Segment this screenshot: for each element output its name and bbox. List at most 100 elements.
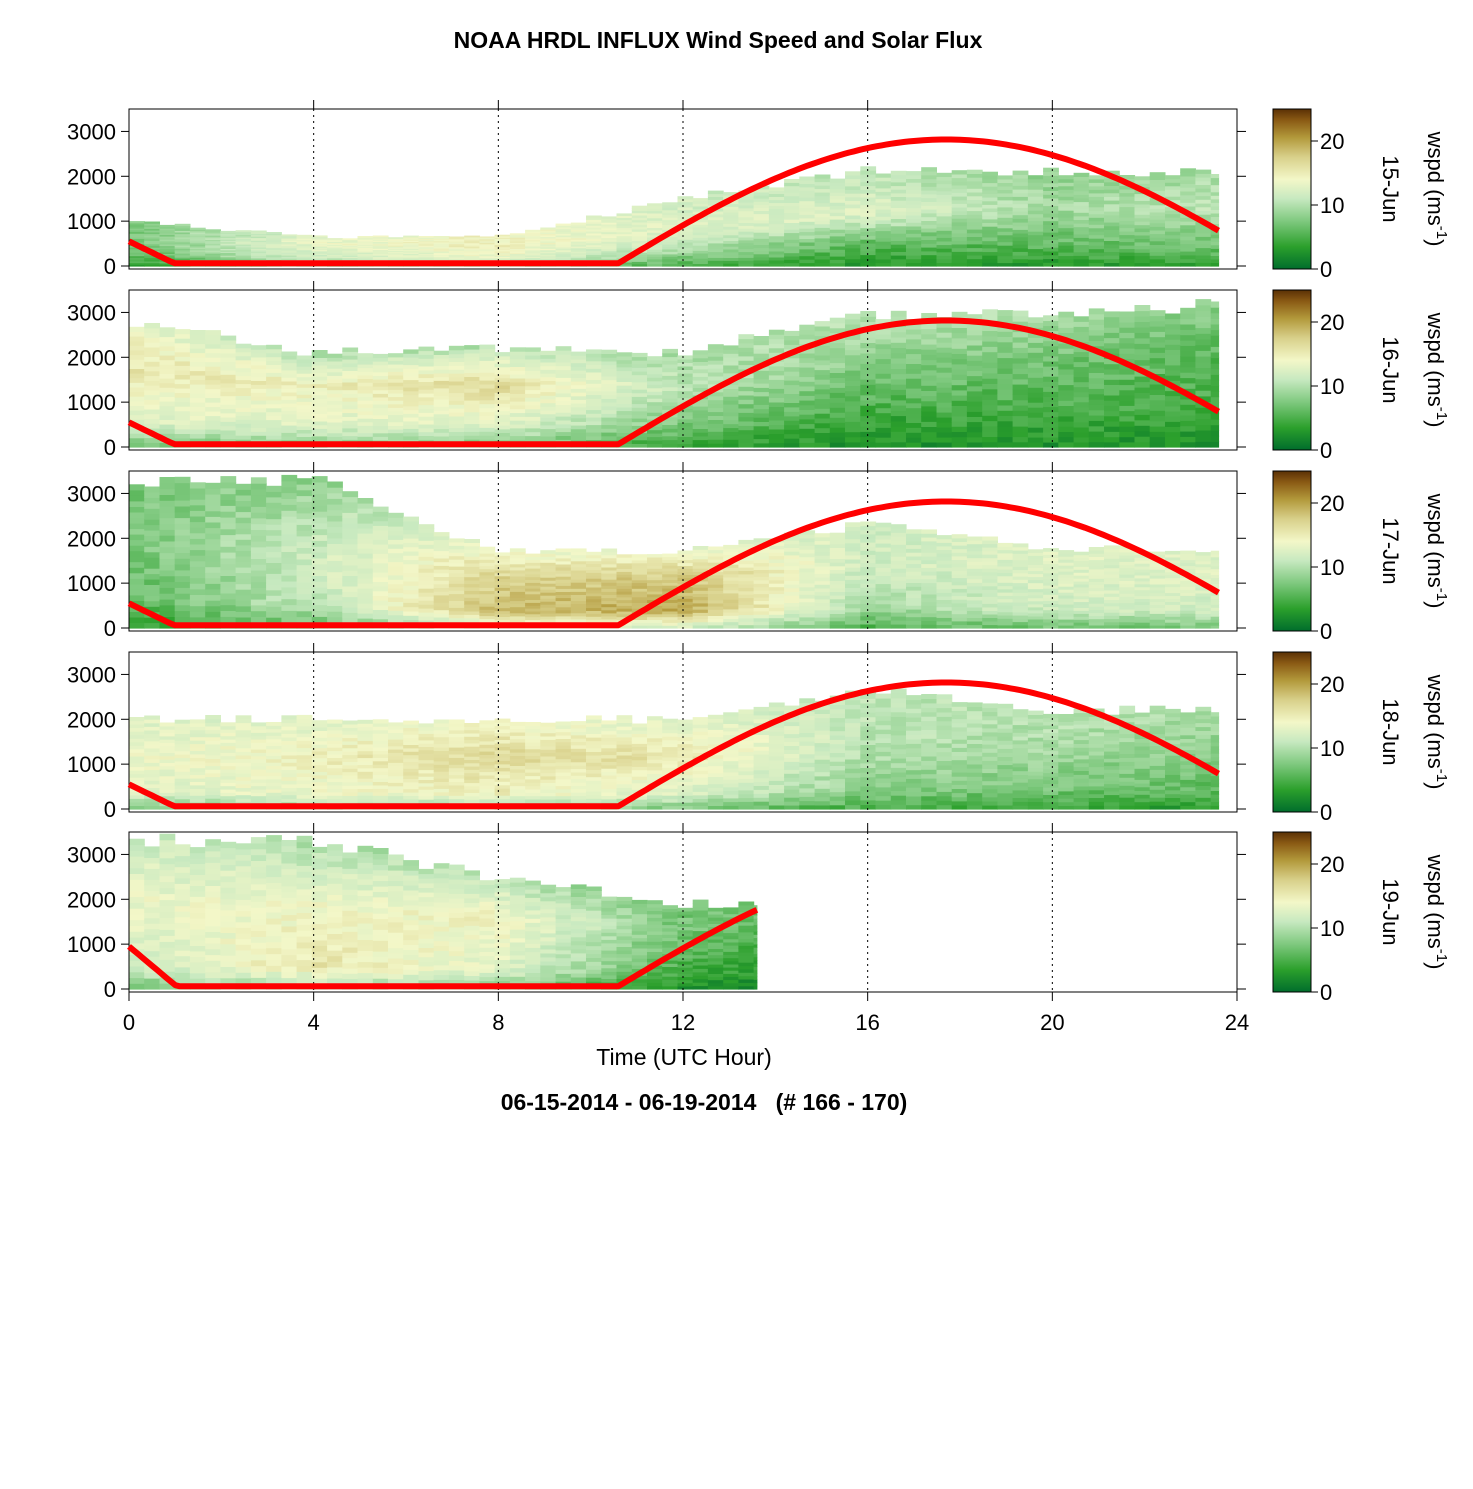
heatmap-cell bbox=[677, 443, 694, 448]
heatmap-cell bbox=[555, 381, 572, 386]
heatmap-cell bbox=[1043, 416, 1059, 423]
heatmap-cell bbox=[372, 378, 389, 384]
heatmap-cell bbox=[586, 575, 602, 579]
heatmap-cell bbox=[479, 618, 496, 623]
heatmap-cell bbox=[1058, 189, 1075, 194]
heatmap-cell bbox=[509, 612, 526, 617]
heatmap-cell bbox=[235, 431, 252, 436]
heatmap-cell bbox=[647, 373, 663, 378]
heatmap-cell bbox=[1134, 193, 1151, 198]
heatmap-cell bbox=[677, 411, 694, 416]
heatmap-cell bbox=[1088, 420, 1105, 427]
heatmap-cell bbox=[525, 420, 541, 425]
heatmap-cell bbox=[509, 557, 526, 562]
heatmap-cell bbox=[814, 591, 831, 596]
heatmap-cell bbox=[144, 418, 160, 424]
heatmap-cell bbox=[1119, 189, 1136, 194]
heatmap-cell bbox=[601, 420, 618, 426]
heatmap-cell bbox=[281, 410, 298, 415]
heatmap-cell bbox=[464, 380, 480, 385]
heatmap-cell bbox=[129, 511, 145, 518]
heatmap-cell bbox=[189, 411, 206, 417]
heatmap-cell bbox=[144, 502, 160, 509]
heatmap-cell bbox=[829, 262, 846, 267]
heatmap-cell bbox=[464, 549, 480, 554]
heatmap-cell bbox=[586, 581, 602, 585]
heatmap-cell bbox=[768, 383, 785, 389]
heatmap-cell bbox=[509, 240, 526, 243]
heatmap-cell bbox=[144, 408, 160, 415]
heatmap-cell bbox=[1119, 210, 1136, 215]
heatmap-cell bbox=[707, 254, 724, 258]
heatmap-cell bbox=[768, 220, 785, 225]
heatmap-cell bbox=[707, 193, 724, 197]
heatmap-cell bbox=[418, 237, 435, 239]
heatmap-cell bbox=[829, 362, 846, 368]
heatmap-cell bbox=[799, 338, 816, 345]
heatmap-cell bbox=[342, 496, 359, 503]
heatmap-cell bbox=[1073, 240, 1090, 246]
heatmap-cell bbox=[1058, 213, 1075, 218]
heatmap-cell bbox=[250, 237, 267, 240]
heatmap-cell bbox=[631, 396, 648, 401]
heatmap-cell bbox=[509, 560, 526, 565]
heatmap-cell bbox=[723, 612, 739, 616]
heatmap-cell bbox=[1012, 255, 1029, 260]
heatmap-cell bbox=[570, 380, 587, 386]
heatmap-cell bbox=[357, 523, 374, 529]
heatmap-cell bbox=[159, 424, 176, 430]
heatmap-cell bbox=[753, 559, 770, 564]
heatmap-cell bbox=[753, 586, 770, 591]
heatmap-cell bbox=[1165, 259, 1181, 264]
heatmap-cell bbox=[433, 580, 450, 585]
heatmap-cell bbox=[1149, 219, 1166, 224]
heatmap-cell bbox=[433, 380, 450, 385]
heatmap-cell bbox=[1149, 262, 1166, 267]
heatmap-cell bbox=[281, 253, 298, 256]
heatmap-cell bbox=[814, 398, 831, 404]
heatmap-cell bbox=[829, 235, 846, 240]
heatmap-cell bbox=[327, 504, 343, 511]
y-tick-label: 0 bbox=[104, 254, 116, 279]
heatmap-cell bbox=[494, 395, 511, 401]
heatmap-cell bbox=[784, 562, 800, 567]
heatmap-cell bbox=[906, 229, 922, 234]
heatmap-cell bbox=[129, 550, 145, 557]
heatmap-cell bbox=[1119, 203, 1136, 208]
heatmap-cell bbox=[327, 371, 343, 376]
heatmap-cell bbox=[372, 404, 389, 409]
heatmap-cell bbox=[235, 371, 252, 377]
heatmap-cell bbox=[906, 363, 922, 369]
heatmap-cell bbox=[357, 403, 374, 408]
heatmap-cell bbox=[1043, 396, 1059, 402]
heatmap-cell bbox=[601, 390, 618, 396]
heatmap-cell bbox=[707, 251, 724, 255]
heatmap-cell bbox=[1104, 347, 1120, 354]
heatmap-cell bbox=[601, 229, 618, 233]
heatmap-cell bbox=[296, 387, 313, 392]
heatmap-cell bbox=[311, 424, 328, 429]
heatmap-cell bbox=[1165, 370, 1181, 376]
heatmap-cell bbox=[738, 231, 755, 235]
heatmap-cell bbox=[388, 239, 404, 242]
heatmap-cell bbox=[662, 364, 678, 369]
heatmap-cell bbox=[799, 605, 816, 610]
heatmap-cell bbox=[540, 568, 557, 572]
heatmap-cell bbox=[799, 352, 816, 359]
heatmap-cell bbox=[890, 405, 907, 411]
heatmap-cell bbox=[494, 258, 511, 261]
heatmap-cell bbox=[159, 373, 176, 379]
heatmap-cell bbox=[692, 571, 709, 575]
heatmap-cell bbox=[494, 406, 511, 412]
heatmap-cell bbox=[129, 489, 145, 496]
heatmap-cell bbox=[509, 249, 526, 252]
heatmap-cell bbox=[1149, 248, 1166, 253]
heatmap-cell bbox=[266, 595, 282, 602]
heatmap-cell bbox=[509, 551, 526, 556]
heatmap-cell bbox=[845, 229, 861, 234]
heatmap-cell bbox=[403, 251, 419, 254]
heatmap-cell bbox=[890, 426, 907, 432]
heatmap-cell bbox=[1134, 354, 1151, 361]
heatmap-cell bbox=[707, 237, 724, 241]
colorbar bbox=[1272, 289, 1312, 451]
